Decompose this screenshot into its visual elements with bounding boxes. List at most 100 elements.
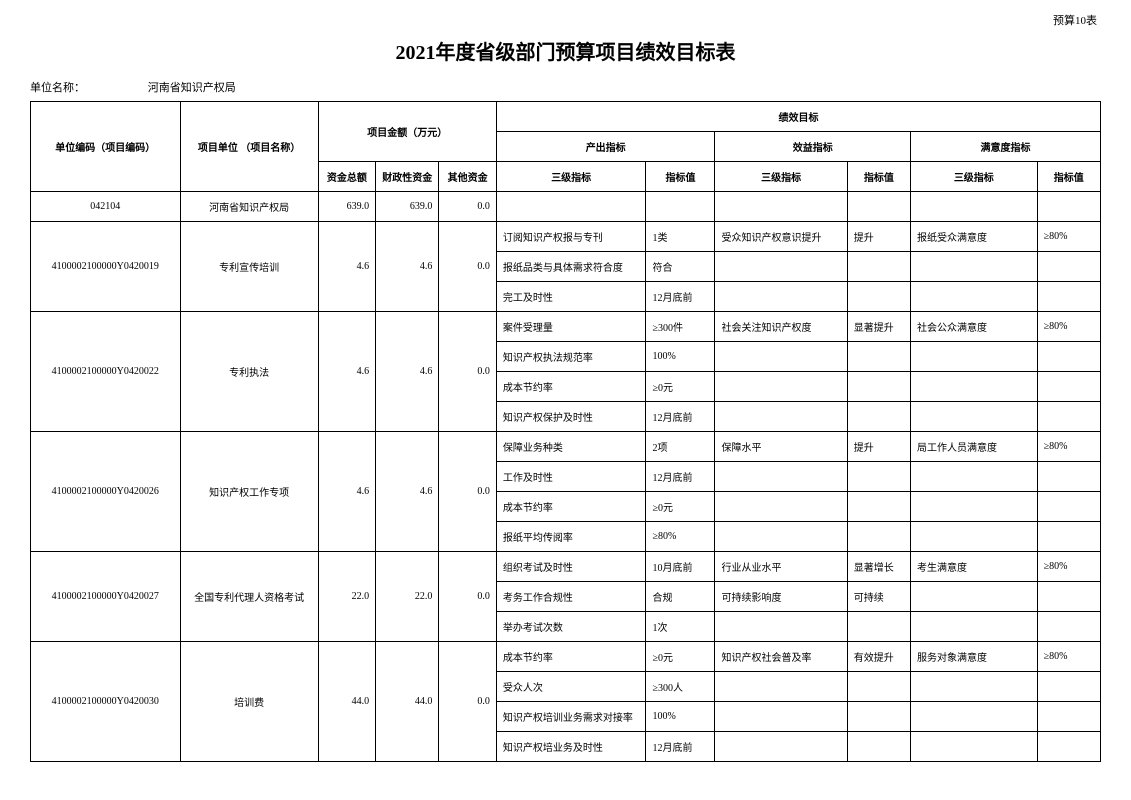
- cell-code: 4100002100000Y0420027: [31, 552, 181, 642]
- cell-ben-l3: [715, 342, 847, 372]
- cell-sat-val: [1037, 402, 1100, 432]
- cell-code: 4100002100000Y0420022: [31, 312, 181, 432]
- cell-ben-val: [847, 522, 910, 552]
- unit-name: 河南省知识产权局: [148, 82, 236, 94]
- cell-out-val: ≥0元: [646, 642, 715, 672]
- cell-out-l3: 举办考试次数: [496, 612, 646, 642]
- cell-other: 0.0: [439, 552, 497, 642]
- cell-code: 4100002100000Y0420026: [31, 432, 181, 552]
- cell-out-val: 1类: [646, 222, 715, 252]
- cell-fiscal: 4.6: [376, 432, 439, 552]
- cell-out-l3: [496, 192, 646, 222]
- cell-sat-l3: [911, 582, 1038, 612]
- cell-ben-l3: [715, 402, 847, 432]
- col-out-val: 指标值: [646, 162, 715, 192]
- cell-out-val: ≥0元: [646, 492, 715, 522]
- cell-other: 0.0: [439, 642, 497, 762]
- cell-out-l3: 受众人次: [496, 672, 646, 702]
- col-out-l3: 三级指标: [496, 162, 646, 192]
- cell-ben-val: [847, 342, 910, 372]
- cell-sat-l3: 服务对象满意度: [911, 642, 1038, 672]
- col-fiscal: 财政性资金: [376, 162, 439, 192]
- cell-ben-val: 提升: [847, 222, 910, 252]
- cell-sat-l3: [911, 492, 1038, 522]
- cell-ben-l3: 社会关注知识产权度: [715, 312, 847, 342]
- cell-unit: 全国专利代理人资格考试: [180, 552, 318, 642]
- cell-out-l3: 报纸品类与具体需求符合度: [496, 252, 646, 282]
- cell-fiscal: 22.0: [376, 552, 439, 642]
- cell-out-l3: 订阅知识产权报与专刊: [496, 222, 646, 252]
- cell-sat-val: [1037, 252, 1100, 282]
- cell-fiscal: 4.6: [376, 312, 439, 432]
- cell-ben-l3: 行业从业水平: [715, 552, 847, 582]
- cell-sat-val: [1037, 612, 1100, 642]
- cell-ben-val: [847, 252, 910, 282]
- col-unit: 项目单位 （项目名称）: [180, 102, 318, 192]
- cell-ben-l3: [715, 462, 847, 492]
- cell-sat-l3: [911, 612, 1038, 642]
- cell-out-val: ≥300件: [646, 312, 715, 342]
- col-benefit: 效益指标: [715, 132, 911, 162]
- cell-out-val: 2项: [646, 432, 715, 462]
- table-row: 4100002100000Y0420019专利宣传培训4.64.60.0订阅知识…: [31, 222, 1101, 252]
- cell-ben-val: 提升: [847, 432, 910, 462]
- cell-sat-val: ≥80%: [1037, 642, 1100, 672]
- cell-sat-val: ≥80%: [1037, 222, 1100, 252]
- cell-ben-l3: [715, 192, 847, 222]
- cell-sat-val: [1037, 582, 1100, 612]
- col-output: 产出指标: [496, 132, 715, 162]
- cell-out-val: ≥0元: [646, 372, 715, 402]
- cell-other: 0.0: [439, 432, 497, 552]
- cell-ben-val: [847, 372, 910, 402]
- cell-out-val: 12月底前: [646, 462, 715, 492]
- cell-ben-l3: [715, 252, 847, 282]
- budget-table: 单位编码（项目编码） 项目单位 （项目名称） 项目金额（万元） 绩效目标 产出指…: [30, 101, 1101, 762]
- cell-out-val: 符合: [646, 252, 715, 282]
- table-row: 4100002100000Y0420030培训费44.044.00.0成本节约率…: [31, 642, 1101, 672]
- cell-out-l3: 保障业务种类: [496, 432, 646, 462]
- col-other: 其他资金: [439, 162, 497, 192]
- cell-sat-l3: 社会公众满意度: [911, 312, 1038, 342]
- cell-sat-val: [1037, 732, 1100, 762]
- cell-ben-l3: [715, 522, 847, 552]
- cell-ben-val: 有效提升: [847, 642, 910, 672]
- cell-out-l3: 考务工作合规性: [496, 582, 646, 612]
- cell-sat-val: [1037, 342, 1100, 372]
- cell-sat-val: ≥80%: [1037, 312, 1100, 342]
- cell-sat-l3: [911, 342, 1038, 372]
- cell-ben-val: 显著提升: [847, 312, 910, 342]
- cell-sat-val: [1037, 372, 1100, 402]
- cell-sat-val: [1037, 192, 1100, 222]
- cell-out-val: 合规: [646, 582, 715, 612]
- cell-fiscal: 4.6: [376, 222, 439, 312]
- col-satisfy: 满意度指标: [911, 132, 1101, 162]
- form-number: 预算10表: [30, 12, 1101, 28]
- cell-sat-l3: [911, 252, 1038, 282]
- cell-out-val: 100%: [646, 702, 715, 732]
- col-total: 资金总额: [318, 162, 376, 192]
- cell-total: 639.0: [318, 192, 376, 222]
- cell-ben-val: [847, 402, 910, 432]
- cell-ben-val: [847, 492, 910, 522]
- cell-sat-l3: [911, 522, 1038, 552]
- cell-sat-l3: [911, 282, 1038, 312]
- cell-other: 0.0: [439, 312, 497, 432]
- cell-fiscal: 639.0: [376, 192, 439, 222]
- cell-unit: 专利执法: [180, 312, 318, 432]
- cell-ben-l3: [715, 732, 847, 762]
- cell-out-val: ≥80%: [646, 522, 715, 552]
- cell-sat-l3: [911, 462, 1038, 492]
- cell-out-l3: 组织考试及时性: [496, 552, 646, 582]
- cell-out-val: 10月底前: [646, 552, 715, 582]
- cell-sat-l3: 报纸受众满意度: [911, 222, 1038, 252]
- table-row: 042104河南省知识产权局639.0639.00.0: [31, 192, 1101, 222]
- col-sat-l3: 三级指标: [911, 162, 1038, 192]
- cell-out-val: 100%: [646, 342, 715, 372]
- cell-sat-val: [1037, 672, 1100, 702]
- cell-out-l3: 成本节约率: [496, 372, 646, 402]
- cell-sat-l3: [911, 372, 1038, 402]
- cell-sat-val: ≥80%: [1037, 552, 1100, 582]
- table-row: 4100002100000Y0420026知识产权工作专项4.64.60.0保障…: [31, 432, 1101, 462]
- cell-ben-val: [847, 462, 910, 492]
- cell-sat-val: [1037, 702, 1100, 732]
